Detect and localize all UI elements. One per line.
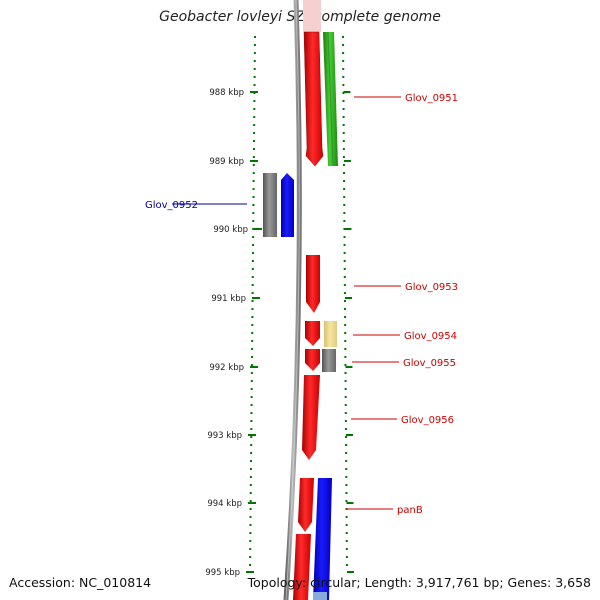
gene-label[interactable]: panB [397, 505, 423, 516]
genome-summary-text: Topology: circular; Length: 3,917,761 bp… [247, 575, 591, 590]
gene-label[interactable]: Glov_0954 [404, 331, 457, 342]
kbp-tick-label: 995 kbp [205, 568, 240, 578]
gene-label-group: Glov_0951 Glov_0952 Glov_0953 Glov_0954 Glov… [145, 93, 458, 516]
kbp-tick-label: 988 kbp [209, 88, 244, 98]
gene-green-stripe [327, 31, 334, 167]
kbp-tick-label: 994 kbp [207, 499, 242, 509]
gene-gray-feature-2[interactable] [322, 349, 336, 372]
gene-panB[interactable] [298, 478, 314, 532]
genome-backbone-highlight [285, 0, 300, 600]
feature-top-fade [303, 0, 321, 32]
gene-yellow-feature[interactable] [324, 321, 337, 347]
gene-red-feature-bottom[interactable] [293, 534, 311, 600]
kbp-tick-label: 989 kbp [209, 157, 244, 167]
right-tick-track [342, 35, 348, 573]
kbp-tick-label: 991 kbp [211, 294, 246, 304]
feature-bottom-fade [313, 592, 327, 600]
gene-blue-feature[interactable] [313, 478, 332, 600]
gene-glov-0951[interactable] [303, 31, 324, 167]
gene-glov-0956[interactable] [302, 375, 320, 460]
gene-glov-0952[interactable] [281, 173, 294, 237]
accession-text: Accession: NC_010814 [9, 575, 152, 590]
kbp-tick-group: 988 kbp 989 kbp 990 kbp 991 kbp 992 kbp 993 k… [205, 88, 354, 578]
kbp-tick-label: 990 kbp [213, 225, 248, 235]
gene-glov-0955[interactable] [305, 349, 320, 371]
kbp-tick-label: 993 kbp [207, 431, 242, 441]
gene-label[interactable]: Glov_0951 [405, 93, 458, 104]
gene-glov-0953[interactable] [306, 255, 320, 313]
left-tick-track [249, 35, 256, 573]
page-title: Geobacter lovleyi SZ, complete genome [159, 9, 441, 25]
gene-label[interactable]: Glov_0956 [401, 415, 454, 426]
gene-label[interactable]: Glov_0952 [145, 200, 198, 211]
gene-gray-feature[interactable] [263, 173, 277, 237]
gene-glov-0954[interactable] [305, 321, 320, 346]
gene-label[interactable]: Glov_0955 [403, 358, 456, 369]
genome-backbone [283, 0, 302, 600]
gene-label[interactable]: Glov_0953 [405, 282, 458, 293]
kbp-tick-label: 992 kbp [209, 363, 244, 373]
